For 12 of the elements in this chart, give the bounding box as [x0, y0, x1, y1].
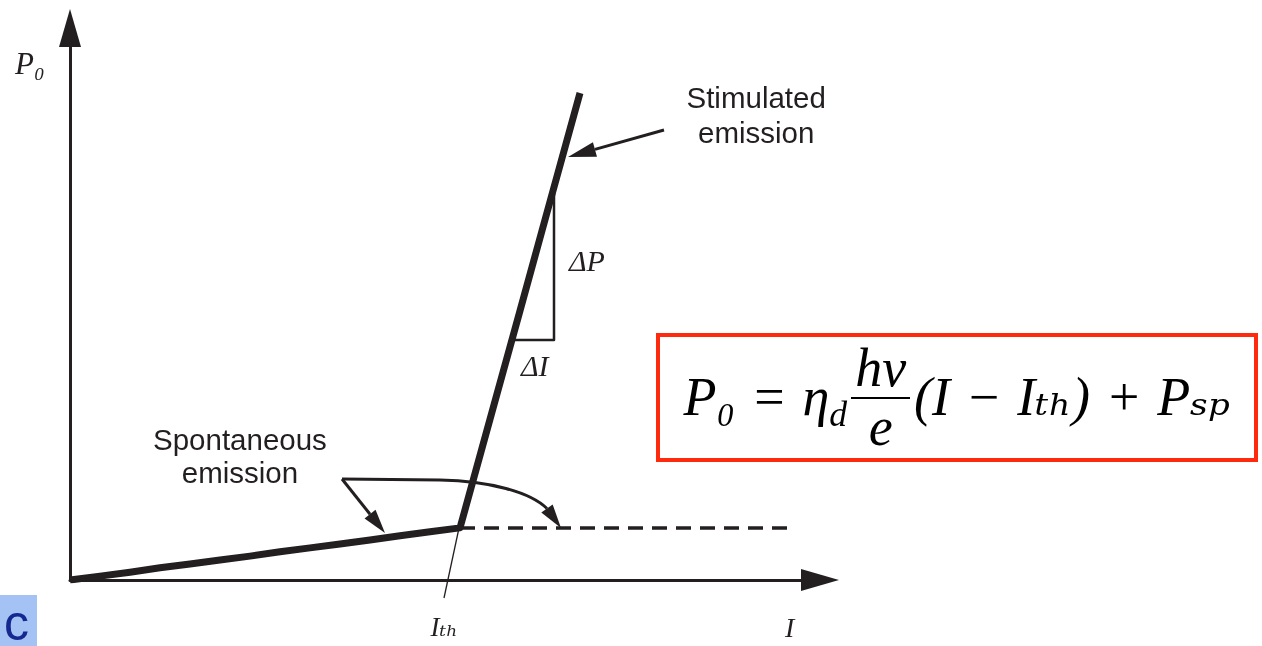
text: c	[4, 595, 29, 646]
text: (I − Iₜₕ) + Pₛₚ	[914, 367, 1231, 428]
text: Iₜₕ	[430, 612, 458, 642]
x-axis-title: I	[785, 612, 795, 643]
y-axis-title: P₀	[15, 46, 45, 81]
annotation: Spontaneous emission	[153, 423, 327, 490]
annotation: Stimulated emission	[686, 80, 826, 151]
text: e	[867, 396, 894, 457]
annotation: ΔI	[521, 349, 549, 382]
text: hν	[851, 338, 911, 399]
annotation: P₀ = η$_{d}$	[683, 367, 848, 435]
annotation: ΔP	[569, 244, 605, 277]
